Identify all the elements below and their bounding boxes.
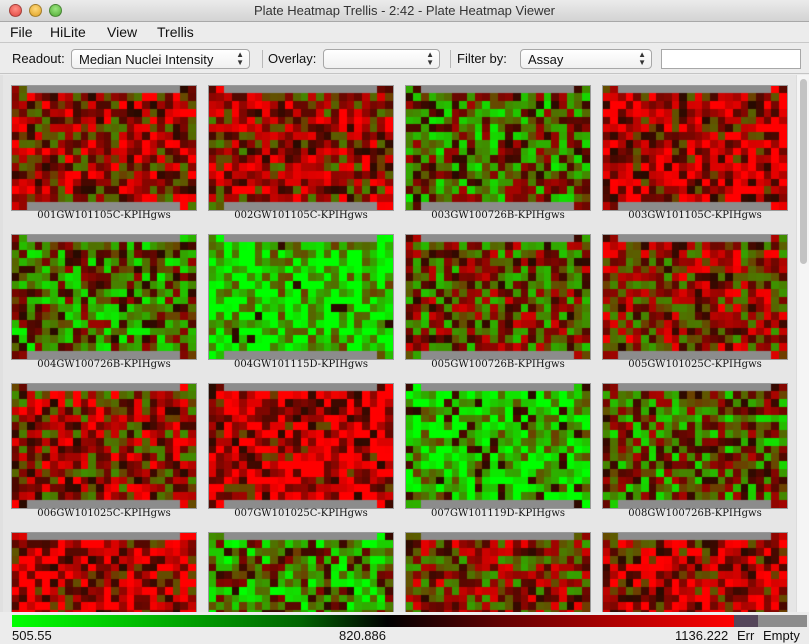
- overlay-label: Overlay:: [268, 51, 317, 66]
- filter-select[interactable]: Assay ▲ ▼: [520, 49, 652, 69]
- legend-mid-value: 820.886: [339, 628, 386, 643]
- menu-trellis[interactable]: Trellis: [157, 24, 194, 40]
- plate-heatmap[interactable]: [602, 532, 788, 612]
- toolbar: Readout: Median Nuclei Intensity ▲ ▼ Over…: [0, 44, 809, 74]
- plate-label: 005GW100726B-KPIHgws: [431, 359, 565, 370]
- updown-arrows-icon: ▲ ▼: [426, 50, 434, 67]
- plate-label: 005GW101025C-KPIHgws: [628, 359, 762, 370]
- plate-heatmap[interactable]: [11, 85, 197, 211]
- plate-heatmap-canvas: [406, 533, 590, 612]
- legend-empty-swatch: [758, 615, 807, 627]
- legend-gradient: [12, 615, 734, 627]
- plate-label: 003GW100726B-KPIHgws: [431, 210, 565, 221]
- menu-view[interactable]: View: [107, 24, 138, 40]
- menu-hilite[interactable]: HiLite: [50, 24, 86, 40]
- plate-heatmap[interactable]: [208, 532, 394, 612]
- plate-heatmap[interactable]: [602, 85, 788, 211]
- filter-text-input[interactable]: [661, 49, 801, 69]
- plate-heatmap[interactable]: [11, 234, 197, 360]
- toolbar-separator: [262, 50, 263, 68]
- plate-label: 004GW101115D-KPIHgws: [233, 359, 369, 370]
- legend-empty-label: Empty: [763, 628, 800, 643]
- plate-heatmap-canvas: [209, 86, 393, 210]
- plate-heatmap-canvas: [12, 86, 196, 210]
- plate-label: 001GW101105C-KPIHgws: [37, 210, 171, 221]
- plate-heatmap-canvas: [209, 384, 393, 508]
- plate-heatmap-canvas: [406, 86, 590, 210]
- vertical-scrollbar[interactable]: [796, 75, 809, 612]
- title-bar: Plate Heatmap Trellis - 2:42 - Plate Hea…: [0, 0, 809, 22]
- plate-heatmap[interactable]: [602, 234, 788, 360]
- zoom-window-button[interactable]: [49, 4, 62, 17]
- menu-bar: File HiLite View Trellis: [0, 22, 809, 43]
- menu-file[interactable]: File: [10, 24, 33, 40]
- window-title: Plate Heatmap Trellis - 2:42 - Plate Hea…: [253, 3, 556, 18]
- plate-label: 002GW101105C-KPIHgws: [234, 210, 368, 221]
- plate-heatmap-canvas: [603, 86, 787, 210]
- plate-heatmap[interactable]: [405, 532, 591, 612]
- plate-label: 006GW101025C-KPIHgws: [37, 508, 171, 519]
- readout-select-value: Median Nuclei Intensity: [79, 52, 214, 67]
- readout-label: Readout:: [12, 51, 65, 66]
- plate-heatmap[interactable]: [405, 85, 591, 211]
- legend-max-value: 1136.222: [675, 628, 729, 643]
- plate-heatmap-canvas: [603, 384, 787, 508]
- plate-heatmap[interactable]: [208, 85, 394, 211]
- legend-gradient-bar: [12, 615, 807, 627]
- plate-label: 007GW101119D-KPIHgws: [430, 508, 566, 519]
- color-legend: 505.55 820.886 1136.222 Err Empty: [0, 612, 809, 644]
- plate-label: 008GW100726B-KPIHgws: [628, 508, 762, 519]
- plate-heatmap[interactable]: [11, 383, 197, 509]
- legend-min-value: 505.55: [12, 628, 52, 643]
- minimize-window-button[interactable]: [29, 4, 42, 17]
- plate-heatmap-canvas: [406, 235, 590, 359]
- plate-heatmap-canvas: [603, 533, 787, 612]
- plate-heatmap[interactable]: [208, 383, 394, 509]
- updown-arrows-icon: ▲ ▼: [638, 50, 646, 67]
- plate-heatmap-canvas: [209, 533, 393, 612]
- overlay-select[interactable]: ▲ ▼: [323, 49, 440, 69]
- plate-heatmap-canvas: [603, 235, 787, 359]
- plate-heatmap[interactable]: [405, 383, 591, 509]
- readout-select[interactable]: Median Nuclei Intensity ▲ ▼: [71, 49, 250, 69]
- plate-heatmap[interactable]: [11, 532, 197, 612]
- filter-select-value: Assay: [528, 52, 564, 67]
- plate-heatmap-canvas: [12, 384, 196, 508]
- plate-heatmap[interactable]: [208, 234, 394, 360]
- plate-heatmap[interactable]: [405, 234, 591, 360]
- plate-heatmap-canvas: [406, 384, 590, 508]
- toolbar-separator: [450, 50, 451, 68]
- plate-label: 004GW100726B-KPIHgws: [37, 359, 171, 370]
- plate-trellis-grid[interactable]: 001GW101105C-KPIHgws 002GW101105C-KPIHgws…: [0, 75, 796, 612]
- filter-label: Filter by:: [457, 51, 507, 66]
- plate-heatmap-canvas: [12, 235, 196, 359]
- legend-err-label: Err: [737, 628, 755, 643]
- legend-err-swatch: [734, 615, 758, 627]
- plate-label: 003GW101105C-KPIHgws: [628, 210, 762, 221]
- close-window-button[interactable]: [9, 4, 22, 17]
- plate-heatmap-canvas: [209, 235, 393, 359]
- plate-heatmap-canvas: [12, 533, 196, 612]
- updown-arrows-icon: ▲ ▼: [236, 50, 244, 67]
- scrollbar-thumb[interactable]: [800, 79, 807, 264]
- plate-heatmap[interactable]: [602, 383, 788, 509]
- plate-label: 007GW101025C-KPIHgws: [234, 508, 368, 519]
